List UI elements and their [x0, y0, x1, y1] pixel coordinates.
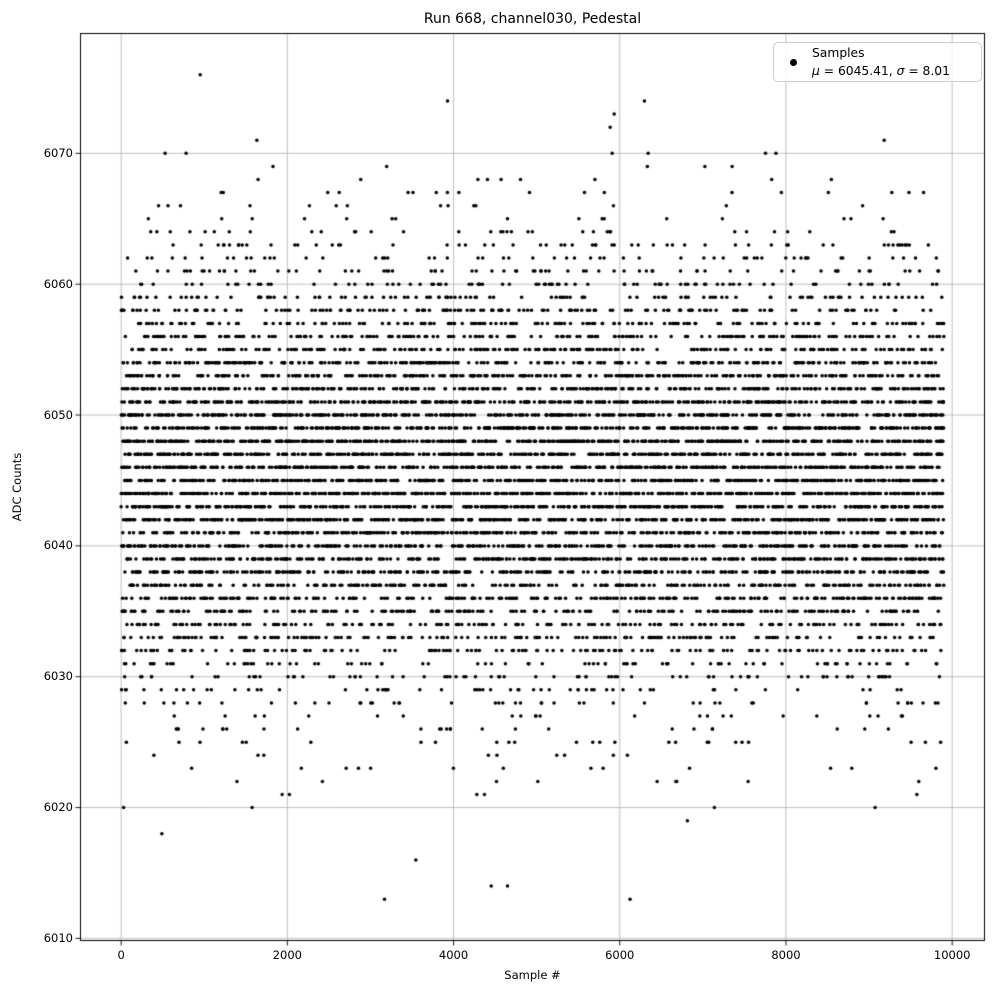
x-tick-label: 8000 [771, 948, 801, 962]
mu-symbol: μ [812, 64, 820, 78]
sigma-value-text: = 8.01 [904, 64, 950, 78]
x-tick-label: 0 [117, 948, 125, 962]
y-tick-label: 6050 [43, 407, 73, 422]
sigma-symbol: σ [896, 64, 905, 78]
y-axis-label: ADC Counts [10, 452, 24, 522]
x-tick-label: 10000 [933, 948, 971, 962]
y-tick-label: 6020 [43, 800, 73, 815]
x-tick-label: 6000 [605, 948, 635, 962]
y-tick-label: 6030 [43, 669, 73, 684]
y-tick-label: 6070 [43, 145, 73, 160]
mu-value-text: = 6045.41, [819, 64, 897, 78]
x-tick-label: 4000 [438, 948, 469, 962]
legend-series-label: Samples [812, 46, 865, 60]
x-axis-label: Sample # [504, 968, 561, 982]
y-tick-label: 6060 [43, 276, 73, 291]
plot-title: Run 668, channel030, Pedestal [423, 11, 642, 27]
y-tick-label: 6040 [43, 538, 73, 553]
legend-marker-column [774, 58, 812, 66]
legend-text: Samples μ = 6045.41, σ = 8.01 [812, 44, 950, 80]
legend-box: Samples μ = 6045.41, σ = 8.01 [773, 42, 982, 82]
y-tick-label: 6010 [43, 930, 73, 945]
x-tick-label: 2000 [272, 948, 302, 962]
legend-stats-label: μ = 6045.41, σ = 8.01 [812, 62, 950, 80]
legend-marker-dot [789, 58, 797, 66]
